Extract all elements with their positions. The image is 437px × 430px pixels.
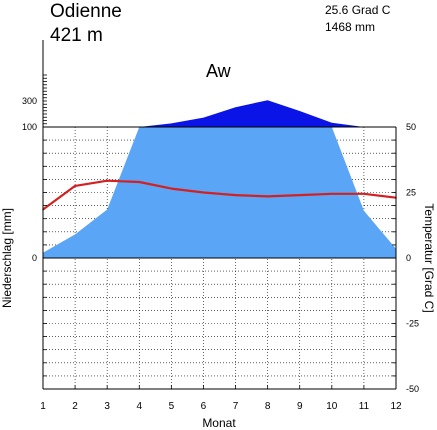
climate-class: Aw (206, 61, 232, 81)
x-tick-label: 12 (390, 401, 402, 412)
x-axis-label: Monat (202, 416, 236, 430)
left-y-axis-label: Niederschlag [mm] (0, 208, 14, 308)
temperature-point (298, 194, 301, 196)
temperature-point (202, 191, 205, 194)
temperature-point (266, 195, 269, 198)
x-tick-label: 11 (359, 401, 370, 412)
right-tick-label: -25 (406, 319, 419, 329)
left-tick-label: 100 (22, 122, 37, 132)
right-tick-label: 0 (406, 253, 411, 263)
chart-header: Odienne 421 m 25.6 Grad C 1468 mm Aw (50, 1, 391, 81)
right-y-axis-label: Temperatur [Grad C] (422, 203, 436, 312)
temperature-line (42, 179, 397, 211)
temperature-point (106, 179, 108, 182)
x-tick-label: 3 (104, 401, 110, 412)
x-tick-label: 4 (136, 401, 142, 412)
x-tick-label: 9 (297, 401, 303, 412)
x-tick-label: 2 (72, 401, 78, 412)
x-tick-label: 6 (201, 401, 207, 412)
temperature-point (363, 193, 365, 195)
precipitation-areas (43, 100, 396, 258)
temperature-series (42, 179, 397, 211)
temperature-point (331, 193, 333, 195)
x-tick-label: 7 (233, 401, 239, 412)
x-tick-label: 1 (40, 401, 46, 412)
temperature-point (138, 181, 141, 183)
temperature-point (170, 187, 173, 190)
right-tick-label: 25 (406, 188, 416, 198)
x-tick-label: 5 (169, 401, 175, 412)
mean-temperature: 25.6 Grad C (325, 3, 391, 17)
right-tick-label: -50 (406, 384, 419, 394)
temperature-point (74, 185, 76, 187)
annual-precipitation: 1468 mm (325, 20, 375, 34)
station-name: Odienne (50, 1, 122, 22)
x-tick-label: 10 (326, 401, 338, 412)
left-tick-label: 0 (32, 253, 37, 263)
humid-excess-area (43, 100, 396, 127)
right-tick-label: 50 (406, 122, 416, 132)
temperature-point (234, 194, 237, 196)
precipitation-area (43, 127, 396, 258)
x-tick-label: 8 (265, 401, 271, 412)
left-tick-label: 300 (22, 96, 37, 106)
station-elevation: 421 m (50, 25, 103, 46)
